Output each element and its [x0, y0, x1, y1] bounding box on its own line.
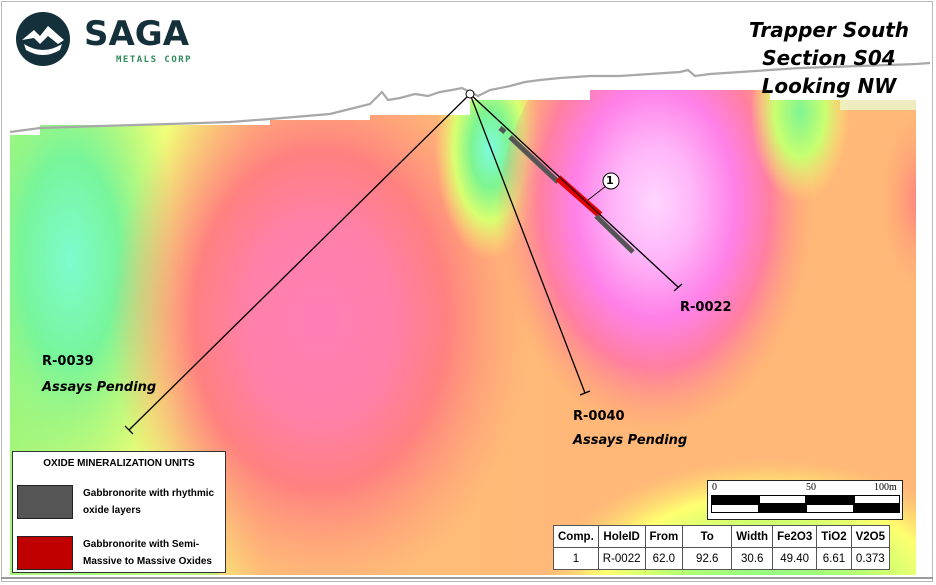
cell-tio2: 6.61 — [816, 547, 852, 570]
hole-status-r0040: Assays Pending — [573, 433, 688, 448]
col-from: From — [644, 525, 684, 548]
oxide-intervals — [469, 93, 679, 288]
scale-tick-0: 0 — [712, 482, 717, 493]
logo-subtitle: METALS CORP — [116, 55, 193, 65]
title-line-2: Section S04 — [762, 46, 896, 70]
col-v2o5: V2O5 — [850, 525, 891, 548]
hole-label-r0040[interactable]: R-0040 — [573, 409, 625, 424]
title-line-3: Looking NW — [761, 74, 897, 98]
massive-oxide-interval — [555, 175, 603, 218]
legend-label-rhythmic: Gabbronorite with rhythmic oxide layers — [83, 488, 215, 516]
hole-status-r0039: Assays Pending — [42, 380, 157, 395]
legend-swatch-rhythmic — [17, 485, 73, 519]
cell-from: 62.0 — [644, 547, 684, 570]
scale-tick-50: 50 — [806, 482, 816, 493]
drillhole-r0039-trace — [128, 93, 471, 431]
rhythmic-oxide-interval — [594, 214, 635, 254]
col-tio2: TiO2 — [816, 525, 852, 548]
hole-label-r0039[interactable]: R-0039 — [42, 354, 94, 369]
scale-tick-100: 100m — [874, 482, 897, 493]
cell-to: 92.6 — [682, 547, 733, 570]
cell-width: 30.6 — [731, 547, 774, 570]
saga-logo-icon — [16, 12, 70, 66]
scale-bar: 0 50 100m — [707, 480, 903, 520]
col-holeid: HoleID — [597, 525, 646, 548]
col-to: To — [682, 525, 733, 548]
col-width: Width — [731, 525, 774, 548]
assay-table: Comp. HoleID From To Width Fe2O3 TiO2 V2… — [553, 525, 891, 570]
rhythmic-oxide-interval — [498, 126, 507, 134]
hole-label-r0022[interactable]: R-0022 — [680, 300, 732, 315]
drillhole-r0040-trace — [469, 93, 586, 394]
cell-holeid: R-0022 — [597, 547, 646, 570]
intercept-callout[interactable] — [602, 172, 620, 190]
assay-table-header: Comp. HoleID From To Width Fe2O3 TiO2 V2… — [553, 525, 891, 548]
cell-v2o5: 0.373 — [850, 547, 891, 570]
legend-swatch-massive — [17, 536, 73, 570]
oxide-legend: OXIDE MINERALIZATION UNITS Gabbronorite … — [12, 451, 226, 573]
rhythmic-oxide-interval — [508, 135, 560, 184]
logo-wordmark: SAGA — [84, 14, 190, 54]
legend-label-massive: Gabbronorite with Semi-Massive to Massiv… — [83, 539, 212, 567]
section-title: Trapper South Section S04 Looking NW — [744, 16, 914, 100]
col-fe2o3: Fe2O3 — [772, 525, 818, 548]
cell-comp: 1 — [553, 547, 599, 570]
collar-icon — [465, 89, 475, 99]
cell-fe2o3: 49.40 — [772, 547, 818, 570]
legend-title: OXIDE MINERALIZATION UNITS — [43, 458, 195, 469]
topography-line — [9, 61, 931, 134]
col-comp: Comp. — [553, 525, 599, 548]
intercept-callout-label: 1 — [606, 174, 614, 187]
saga-logo: SAGA METALS CORP — [14, 10, 214, 70]
table-row: 1 R-0022 62.0 92.6 30.6 49.40 6.61 0.373 — [553, 547, 891, 570]
title-line-1: Trapper South — [748, 18, 909, 42]
bottom-divider — [1, 577, 933, 579]
